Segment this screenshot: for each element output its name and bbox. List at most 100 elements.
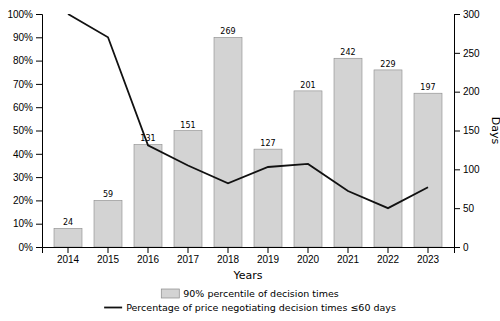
tick: 0% [19,242,42,253]
axis-line [36,15,43,248]
y2-axis-title: Days [489,117,500,145]
legend: 90% percentile of decision times Percenta… [104,288,396,313]
bar-label: 59 [103,190,113,199]
tick-mark [36,247,42,248]
tick-label: 250 [463,48,480,59]
tick: 2021 [337,247,360,265]
tick: 2016 [137,247,160,265]
tick-label: 30% [13,172,33,183]
tick-label: 40% [13,149,33,160]
tick-label: 200 [463,86,480,97]
chart: 0% 10% 20% 30% 40% 50% 60% 70% 80% 90% 100% 0 50 100 1… [0,0,500,321]
tick-mark [36,37,42,38]
tick-label: 2017 [177,254,200,265]
tick: 2023 [417,247,440,265]
tick: 60% [13,102,42,113]
tick: 50% [13,125,42,136]
tick: 2015 [97,247,120,265]
tick-label: 150 [463,125,480,136]
tick-mark [454,131,460,132]
tick: 2018 [217,247,240,265]
line [68,14,428,208]
y-axis: 0% 10% 20% 30% 40% 50% 60% 70% 80% 90% 100% [7,9,42,253]
x-axis: 2014 2015 2016 2017 2018 2019 2020 2021 2022 2023 [43,247,455,265]
tick: 2019 [257,247,280,265]
tick-mark [36,200,42,201]
bar [134,144,162,247]
tick-label: 2015 [97,254,120,265]
tick-mark [148,247,149,253]
tick-mark [454,14,460,15]
bar [334,58,362,247]
tick: 100% [7,9,42,20]
x-axis-title: Years [232,269,262,282]
tick: 50 [454,203,475,214]
bar-label: 127 [260,139,275,148]
bar [374,70,402,247]
tick-mark [188,247,189,253]
legend-item: Percentage of price negotiating decision… [104,302,396,313]
tick: 10% [13,218,42,229]
tick-label: 2021 [337,254,360,265]
bar [414,93,442,247]
tick-mark [454,53,460,54]
tick-mark [36,14,42,15]
tick-label: 60% [13,102,33,113]
tick-mark [36,84,42,85]
bar-label: 197 [420,83,435,92]
tick: 70% [13,79,42,90]
tick-label: 10% [13,218,33,229]
tick-mark [268,247,269,253]
legend-label: 90% percentile of decision times [183,288,338,299]
tick: 200 [454,86,480,97]
tick: 90% [13,32,42,43]
tick-mark [348,247,349,253]
marks [54,14,442,247]
tick: 30% [13,172,42,183]
data-labels: 2459131151269127201242229197 [63,27,436,227]
tick: 250 [454,48,480,59]
bar-label: 131 [140,134,155,143]
tick-label: 2020 [297,254,320,265]
tick: 40% [13,149,42,160]
tick-mark [108,247,109,253]
bar-label: 151 [180,121,195,130]
tick-mark [68,247,69,253]
tick-label: 70% [13,79,33,90]
tick: 20% [13,195,42,206]
tick: 2020 [297,247,320,265]
legend-swatch [104,307,122,309]
tick-label: 80% [13,55,33,66]
tick-mark [454,208,460,209]
tick-label: 0 [463,242,469,253]
tick-label: 2016 [137,254,160,265]
tick: 2017 [177,247,200,265]
tick-mark [428,247,429,253]
tick-mark [36,154,42,155]
tick: 80% [13,55,42,66]
tick-label: 2014 [57,254,80,265]
plot: 0% 10% 20% 30% 40% 50% 60% 70% 80% 90% 100% 0 50 100 1… [7,9,500,282]
tick: 300 [454,9,480,20]
legend-item: 90% percentile of decision times [161,288,338,299]
bar-label: 201 [300,81,315,90]
tick-label: 2022 [377,254,400,265]
tick-label: 20% [13,195,33,206]
tick: 2022 [377,247,400,265]
tick: 0 [454,242,469,253]
tick-label: 0% [19,242,34,253]
tick-label: 100 [463,164,480,175]
tick-mark [228,247,229,253]
bar [294,91,322,247]
bar [254,149,282,247]
tick-mark [454,169,460,170]
tick-mark [36,177,42,178]
y2-axis: 0 50 100 150 200 250 300 [454,9,480,253]
tick: 150 [454,125,480,136]
tick-mark [308,247,309,253]
tick-label: 50% [13,125,33,136]
tick-mark [36,224,42,225]
tick-label: 100% [7,9,33,20]
tick-mark [36,131,42,132]
bar [54,228,82,247]
